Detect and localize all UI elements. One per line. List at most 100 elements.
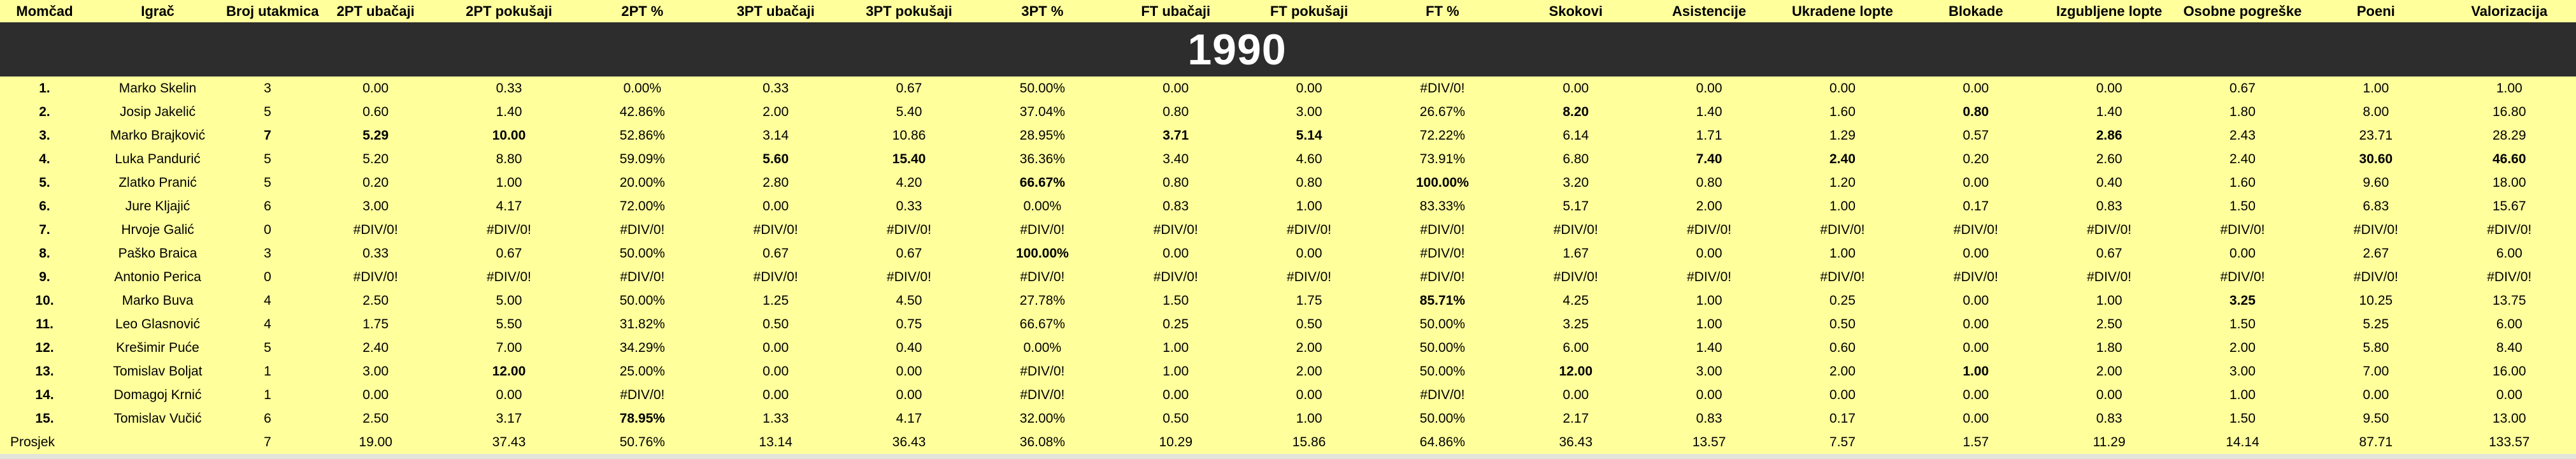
stat-cell[interactable]: #DIV/0!	[2353, 269, 2398, 284]
stat-cell[interactable]: 0.33	[362, 245, 389, 261]
stat-cell[interactable]: 1.00	[496, 175, 522, 190]
stat-cell[interactable]: #DIV/0!	[2487, 269, 2532, 284]
stat-cell[interactable]: 1.00	[2096, 293, 2122, 308]
column-header-6[interactable]: 2PT %	[575, 0, 710, 22]
stat-cell[interactable]: 0.00%	[1023, 340, 1062, 355]
row-number-cell[interactable]: 9.	[39, 269, 50, 284]
stat-cell[interactable]: 0.00	[1163, 387, 1189, 402]
stat-cell[interactable]: 0.00	[1829, 387, 1856, 402]
stat-cell[interactable]: #DIV/0!	[2087, 269, 2132, 284]
stat-cell[interactable]: 5	[264, 151, 271, 166]
stat-cell[interactable]: 25.00%	[619, 363, 665, 379]
player-name-cell[interactable]: Marko Skelin	[118, 80, 197, 96]
stat-cell[interactable]: 0.20	[362, 175, 389, 190]
stat-cell[interactable]: 66.67%	[1019, 316, 1065, 332]
stat-cell[interactable]: 2.40	[362, 340, 389, 355]
stat-cell[interactable]: 0.83	[1696, 411, 1722, 426]
stat-cell[interactable]: 6	[264, 198, 271, 214]
stat-cell[interactable]: 12.00	[492, 363, 526, 379]
stat-cell[interactable]: 0.17	[1829, 411, 1856, 426]
stat-cell[interactable]: 5.20	[362, 151, 389, 166]
stat-cell[interactable]: 0.00	[896, 363, 922, 379]
stat-cell[interactable]: 50.00%	[1419, 411, 1466, 426]
stat-cell[interactable]: 1	[264, 387, 271, 402]
stat-cell[interactable]: 18.00	[2492, 175, 2526, 190]
stat-cell[interactable]: 15.86	[1292, 434, 1326, 449]
stat-cell[interactable]: 2.00	[1696, 198, 1722, 214]
stat-cell[interactable]: 36.43	[1559, 434, 1593, 449]
stat-cell[interactable]: 6.14	[1563, 127, 1589, 143]
stat-cell[interactable]: 4	[264, 316, 271, 332]
column-header-1[interactable]: Momčad	[0, 0, 89, 22]
stat-cell[interactable]: 6.00	[2496, 316, 2522, 332]
stat-cell[interactable]: 0.83	[2096, 411, 2122, 426]
stat-cell[interactable]: 0.50	[1296, 316, 1322, 332]
stat-cell[interactable]: 0.00	[2363, 387, 2389, 402]
column-header-18[interactable]: Osobne pogreške	[2175, 0, 2310, 22]
stat-cell[interactable]: 2.43	[2229, 127, 2256, 143]
stat-cell[interactable]: 3.17	[496, 411, 522, 426]
stat-cell[interactable]: 0.50	[1163, 411, 1189, 426]
player-name-cell[interactable]: Tomislav Vučić	[113, 411, 202, 426]
stat-cell[interactable]: 10.25	[2359, 293, 2393, 308]
column-header-12[interactable]: FT %	[1375, 0, 1510, 22]
stat-cell[interactable]: #DIV/0!	[1953, 269, 1998, 284]
stat-cell[interactable]: 19.00	[359, 434, 392, 449]
stat-cell[interactable]: 10.00	[492, 127, 526, 143]
stat-cell[interactable]: 0.40	[896, 340, 922, 355]
stat-cell[interactable]: 0.60	[1829, 340, 1856, 355]
stat-cell[interactable]: 2.86	[2096, 127, 2122, 143]
stat-cell[interactable]: 50.00%	[1419, 316, 1466, 332]
stat-cell[interactable]: 15.67	[2492, 198, 2526, 214]
stat-cell[interactable]: 5.25	[2363, 316, 2389, 332]
stat-cell[interactable]: 1.50	[2229, 198, 2256, 214]
stat-cell[interactable]: 0.80	[1163, 175, 1189, 190]
stat-cell[interactable]: 1.00	[1296, 198, 1322, 214]
column-header-7[interactable]: 3PT ubačaji	[709, 0, 843, 22]
stat-cell[interactable]: 36.36%	[1019, 151, 1065, 166]
stat-cell[interactable]: 26.67%	[1419, 104, 1466, 119]
stat-cell[interactable]: 6.83	[2363, 198, 2389, 214]
stat-cell[interactable]: 1.00	[1829, 198, 1856, 214]
player-name-cell[interactable]: Hrvoje Galić	[121, 222, 194, 237]
stat-cell[interactable]: 4.17	[496, 198, 522, 214]
stat-cell[interactable]: 0.67	[2096, 245, 2122, 261]
stat-cell[interactable]: 1.00	[1696, 293, 1722, 308]
stat-cell[interactable]: 16.80	[2492, 104, 2526, 119]
stat-cell[interactable]: #DIV/0!	[486, 269, 532, 284]
stat-cell[interactable]: 0.00	[762, 363, 789, 379]
stat-cell[interactable]: #DIV/0!	[353, 222, 398, 237]
stat-cell[interactable]: 2.00	[762, 104, 789, 119]
stat-cell[interactable]: #DIV/0!	[1420, 387, 1465, 402]
stat-cell[interactable]: 0.60	[362, 104, 389, 119]
stat-cell[interactable]: 0.00	[1963, 175, 1989, 190]
stat-cell[interactable]: #DIV/0!	[1687, 269, 1732, 284]
stat-cell[interactable]: 78.95%	[619, 411, 665, 426]
stat-cell[interactable]: 0.00	[1296, 387, 1322, 402]
stat-cell[interactable]: 11.29	[2093, 434, 2126, 449]
stat-cell[interactable]: 1.57	[1963, 434, 1989, 449]
column-header-3[interactable]: Broj utakmica	[226, 0, 319, 22]
stat-cell[interactable]: 3.00	[1696, 363, 1722, 379]
stat-cell[interactable]: 2.50	[362, 411, 389, 426]
stat-cell[interactable]: #DIV/0!	[1420, 80, 1465, 96]
stat-cell[interactable]: 0.00	[2496, 387, 2522, 402]
stat-cell[interactable]: 0.33	[496, 80, 522, 96]
stat-cell[interactable]: #DIV/0!	[1287, 269, 1332, 284]
stat-cell[interactable]: #DIV/0!	[1420, 269, 1465, 284]
stat-cell[interactable]: 16.00	[2492, 363, 2526, 379]
stat-cell[interactable]: #DIV/0!	[887, 222, 932, 237]
stat-cell[interactable]: #DIV/0!	[2220, 222, 2265, 237]
stat-cell[interactable]: #DIV/0!	[1020, 387, 1065, 402]
stat-cell[interactable]: #DIV/0!	[1287, 222, 1332, 237]
stat-cell[interactable]: 0.33	[896, 198, 922, 214]
column-header-2[interactable]: Igrač	[89, 0, 226, 22]
stat-cell[interactable]: 1.00	[1296, 411, 1322, 426]
stat-cell[interactable]: 3	[264, 245, 271, 261]
stat-cell[interactable]: 0.83	[2096, 198, 2122, 214]
stat-cell[interactable]: 0.00	[1829, 80, 1856, 96]
stat-cell[interactable]: #DIV/0!	[2220, 269, 2265, 284]
column-header-11[interactable]: FT pokušaji	[1242, 0, 1376, 22]
stat-cell[interactable]: 6.00	[1563, 340, 1589, 355]
stat-cell[interactable]: 37.04%	[1019, 104, 1065, 119]
